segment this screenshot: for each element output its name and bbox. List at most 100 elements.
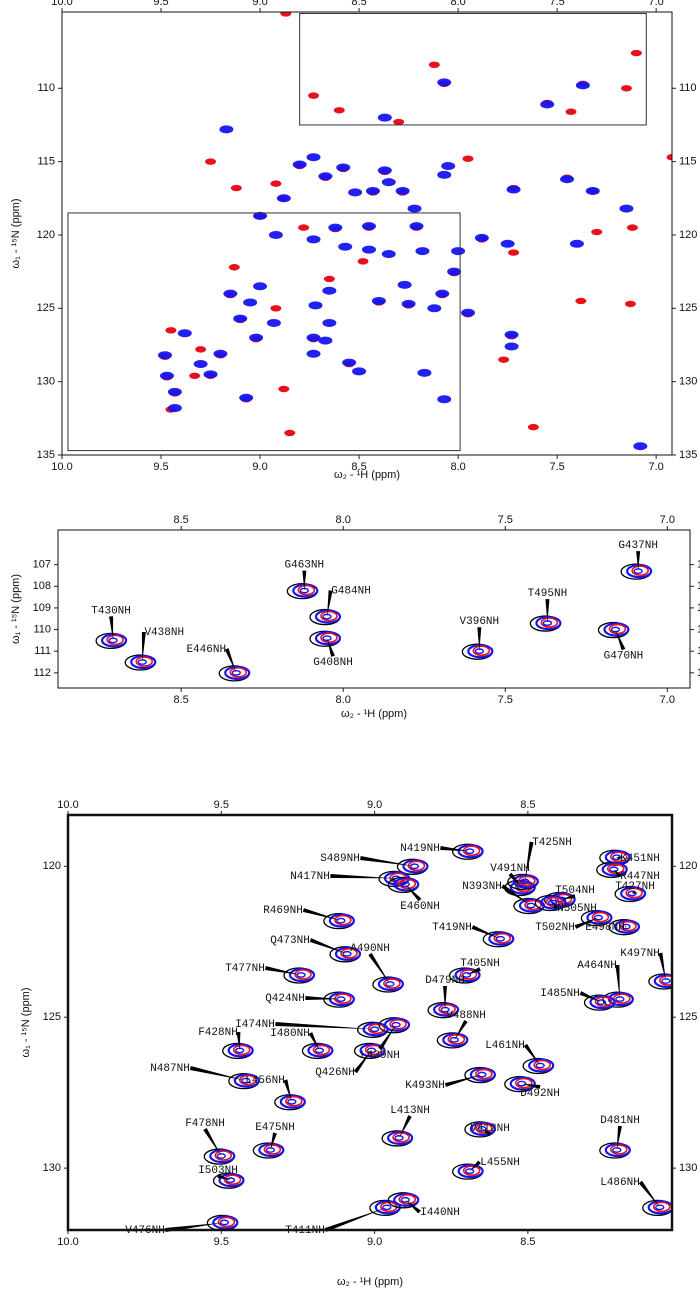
contour	[224, 665, 251, 680]
peak	[504, 342, 519, 351]
y-tick-label: 125	[679, 302, 697, 314]
contour	[377, 976, 405, 992]
peak	[633, 442, 648, 451]
label-pointer	[579, 991, 602, 1003]
x-tick-label: 7.0	[660, 514, 675, 526]
label-pointer	[353, 1050, 372, 1074]
plot-frame	[66, 813, 674, 1232]
label-pointer	[109, 616, 114, 641]
contour	[387, 1130, 414, 1146]
peak	[415, 247, 430, 256]
contour	[225, 1177, 236, 1184]
peak	[249, 333, 264, 342]
x-tick-label: 10.0	[57, 1236, 78, 1248]
contour	[108, 637, 118, 644]
contour	[520, 878, 530, 885]
contour	[619, 920, 637, 932]
peak-label: A464NH	[577, 960, 617, 972]
contour	[642, 1199, 672, 1217]
peak	[560, 175, 575, 184]
peak	[500, 239, 515, 248]
peak	[322, 318, 337, 327]
peak	[527, 423, 539, 431]
contour	[394, 1135, 404, 1141]
contour	[627, 890, 637, 897]
peak	[381, 250, 396, 259]
peak	[409, 222, 424, 231]
contour	[609, 866, 619, 873]
peak	[233, 314, 248, 323]
contour	[447, 1034, 466, 1045]
peak-label: I485NH	[540, 988, 580, 1000]
peak-label: K451NH	[620, 853, 660, 865]
contour	[217, 1216, 236, 1228]
y-tick-label: 125	[679, 1011, 697, 1023]
y-tick-label: 111	[34, 645, 51, 657]
contour	[535, 1062, 545, 1069]
peak-label: T427NH	[615, 881, 655, 893]
peak	[565, 108, 577, 115]
contour	[467, 644, 494, 659]
y-tick-label: 135	[37, 449, 55, 461]
contour	[647, 1200, 672, 1215]
contour	[464, 848, 475, 855]
x-tick-label: 9.0	[367, 1236, 382, 1248]
peak-label: T419NH	[432, 922, 472, 934]
peak	[253, 211, 268, 220]
x-tick-label: 10.0	[51, 0, 72, 8]
contour	[265, 1147, 276, 1153]
x-tick-label: 7.0	[649, 461, 664, 473]
peak	[447, 267, 462, 276]
peak	[437, 395, 452, 404]
peak-label: N417NH	[290, 871, 330, 883]
peak-label: D479NH	[425, 975, 465, 987]
label-pointer	[574, 917, 599, 929]
x-axis-label: ω₂ - ¹H (ppm)	[334, 469, 400, 481]
contour	[385, 981, 395, 987]
y-tick-label: 125	[43, 1011, 61, 1023]
contour	[477, 1125, 487, 1132]
contour	[402, 859, 429, 874]
peak-label: S489NH	[320, 853, 360, 865]
label-pointer	[444, 1074, 482, 1087]
label-pointer	[327, 638, 335, 657]
contour	[106, 634, 124, 646]
contour	[457, 844, 484, 859]
contour	[342, 950, 352, 957]
contour	[524, 899, 542, 911]
peak-label: N487NH	[150, 1063, 190, 1075]
peak	[308, 301, 323, 310]
contour	[212, 1215, 239, 1230]
contour	[457, 1164, 484, 1179]
label-pointer	[477, 627, 482, 652]
contour	[231, 669, 241, 676]
peak-label: L456NH	[245, 1075, 285, 1087]
peak	[213, 349, 228, 358]
peak	[308, 92, 320, 99]
peak	[266, 318, 281, 327]
x-tick-label: 8.0	[450, 0, 465, 8]
peak	[441, 162, 456, 171]
plot-frame	[57, 529, 691, 689]
peak	[393, 118, 405, 126]
contour	[398, 1194, 417, 1205]
contour	[535, 615, 562, 631]
contour	[596, 999, 607, 1006]
peak-label: V491NH	[490, 863, 530, 875]
peak	[219, 125, 234, 134]
peak	[348, 188, 363, 197]
peak	[318, 172, 333, 181]
contour	[518, 875, 536, 887]
peak	[437, 170, 452, 179]
peak	[377, 113, 392, 122]
zoom-region	[67, 212, 461, 452]
contour	[336, 917, 346, 924]
panel: 10.0 10.0 9.5 9.5 9.0 9.0 8.5 8.5 120 120 125 125 13…	[20, 799, 697, 1288]
contour	[612, 1147, 622, 1153]
peak	[401, 299, 416, 308]
contour	[459, 969, 478, 980]
contour	[442, 1032, 469, 1047]
contour	[279, 1094, 306, 1109]
peak	[428, 61, 440, 69]
peak	[498, 356, 510, 363]
